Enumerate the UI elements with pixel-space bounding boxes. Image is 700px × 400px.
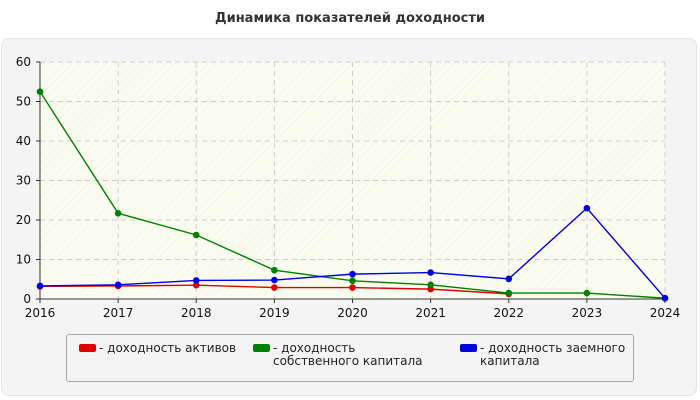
data-point-equity bbox=[192, 231, 200, 239]
legend-label-assets: - доходность активов bbox=[99, 341, 237, 355]
y-tick-label: 60 bbox=[16, 55, 31, 69]
legend-swatch-assets bbox=[79, 344, 96, 352]
data-point-equity bbox=[505, 289, 513, 297]
y-tick-label: 10 bbox=[16, 253, 31, 267]
x-tick-label: 2019 bbox=[259, 306, 290, 320]
data-point-equity bbox=[427, 281, 434, 289]
x-tick-label: 2021 bbox=[415, 306, 446, 320]
data-point-debt bbox=[427, 269, 434, 276]
data-point-debt bbox=[192, 277, 200, 284]
data-point-debt bbox=[661, 294, 669, 302]
legend-label-debt: - доходность заемного капитала bbox=[480, 341, 626, 368]
data-point-debt bbox=[349, 270, 356, 278]
y-tick-label: 40 bbox=[16, 134, 31, 148]
chart-title: Динамика показателей доходности bbox=[215, 11, 485, 26]
legend-swatch-debt bbox=[460, 344, 477, 352]
data-point-debt bbox=[271, 276, 278, 284]
y-tick-label: 50 bbox=[16, 95, 31, 109]
data-point-debt bbox=[36, 282, 44, 290]
data-point-assets bbox=[271, 284, 278, 291]
legend-label-equity: - доходность собственного капитала bbox=[273, 341, 423, 368]
data-point-equity bbox=[36, 88, 44, 95]
data-point-debt bbox=[583, 204, 591, 212]
data-point-assets bbox=[349, 284, 356, 291]
x-tick-label: 2017 bbox=[103, 306, 134, 320]
x-tick-label: 2016 bbox=[25, 306, 56, 320]
x-tick-label: 2023 bbox=[572, 306, 603, 320]
data-point-equity bbox=[583, 289, 591, 297]
y-tick-label: 30 bbox=[16, 174, 31, 188]
chart-legend: - доходность активов - доходность собств… bbox=[66, 334, 634, 382]
data-point-equity bbox=[349, 277, 356, 285]
y-tick-label: 0 bbox=[23, 292, 31, 306]
x-tick-label: 2020 bbox=[337, 306, 368, 320]
data-point-assets bbox=[192, 281, 200, 289]
y-tick-label: 20 bbox=[16, 213, 31, 227]
x-tick-label: 2018 bbox=[181, 306, 212, 320]
data-point-debt bbox=[505, 275, 513, 283]
x-tick-label: 2022 bbox=[493, 306, 524, 320]
data-point-equity bbox=[114, 209, 122, 217]
x-tick-label: 2024 bbox=[650, 306, 681, 320]
data-point-equity bbox=[271, 266, 278, 274]
legend-swatch-equity bbox=[253, 344, 270, 352]
data-point-debt bbox=[114, 281, 122, 289]
